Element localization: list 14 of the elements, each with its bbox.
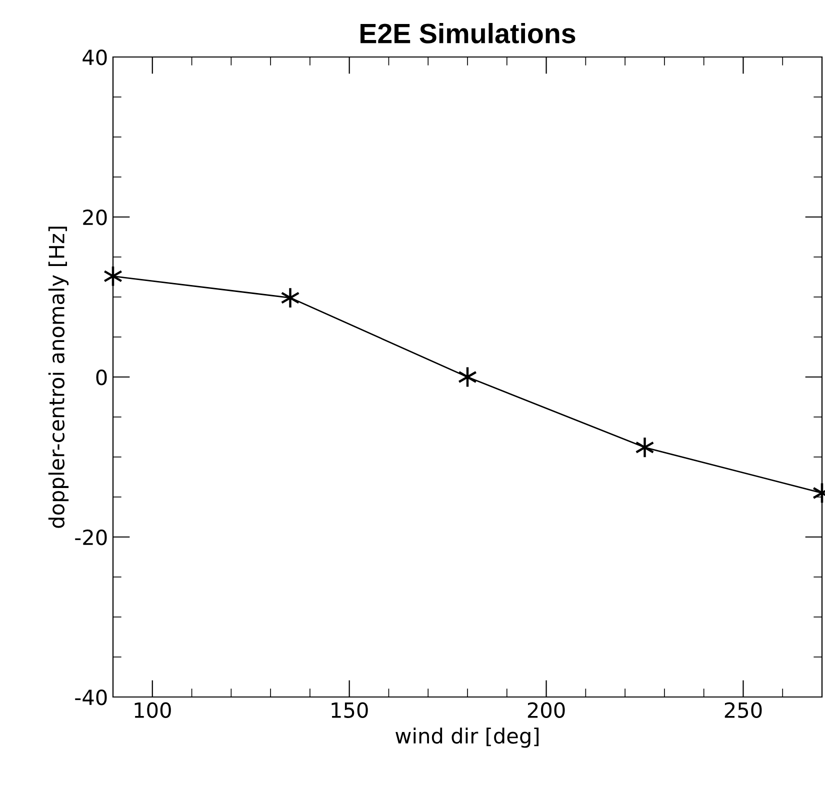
y-tick-label: 40 — [82, 49, 107, 66]
chart-title: E2E Simulations — [360, 22, 576, 44]
point — [635, 436, 654, 458]
y-tick-label: 0 — [96, 369, 107, 386]
x-tick-label: 100 — [134, 702, 171, 718]
x-tick-label: 200 — [528, 702, 565, 718]
x-axis-title: wind dir [deg] — [396, 728, 539, 748]
y-tick-label: 20 — [83, 209, 107, 226]
x-tick-label: 250 — [724, 702, 762, 718]
y-axis-title: doppler-centroi anomaly [Hz] — [48, 226, 69, 528]
x-tick-label: 150 — [332, 702, 368, 718]
y-tick-label: -20 — [75, 529, 107, 546]
point — [280, 286, 300, 309]
y-tick-label: -40 — [75, 689, 107, 706]
